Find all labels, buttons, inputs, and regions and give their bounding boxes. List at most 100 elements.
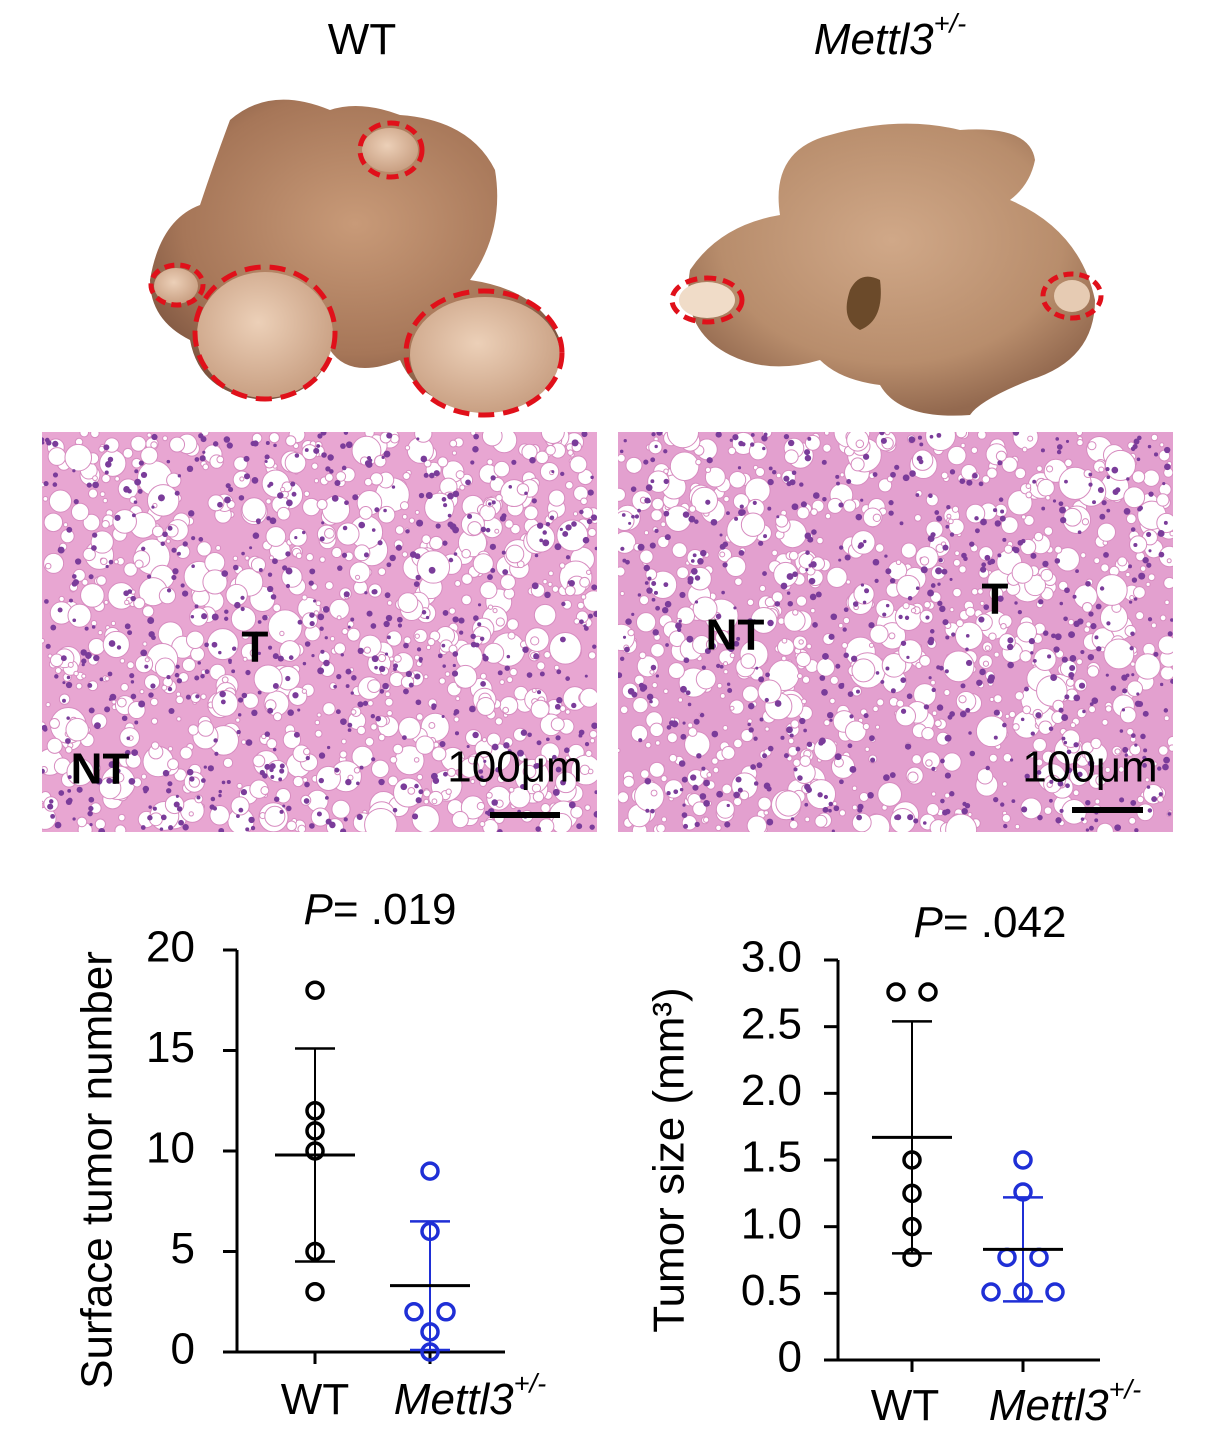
nucleus — [907, 595, 913, 601]
fat-vacuole — [580, 497, 588, 506]
fat-vacuole — [853, 583, 875, 605]
fat-vacuole — [265, 526, 287, 547]
fat-vacuole — [1147, 573, 1156, 582]
nucleus — [1136, 692, 1140, 696]
nucleus — [408, 682, 414, 688]
nucleus — [57, 607, 63, 613]
nucleus — [529, 456, 536, 464]
fat-vacuole — [649, 669, 655, 675]
fat-vacuole — [81, 578, 89, 586]
nucleus — [682, 721, 686, 725]
nucleus — [506, 654, 511, 659]
nucleus — [243, 455, 250, 462]
nucleus — [279, 809, 284, 814]
nucleus — [304, 641, 311, 647]
nucleus — [983, 604, 990, 610]
fat-vacuole — [187, 724, 199, 736]
fat-vacuole — [453, 664, 478, 689]
nucleus — [321, 521, 325, 525]
nucleus — [587, 489, 594, 496]
nucleus — [151, 635, 156, 641]
fat-vacuole — [1139, 565, 1147, 572]
fat-vacuole — [619, 590, 625, 597]
nucleus — [134, 478, 142, 486]
fat-vacuole — [303, 490, 311, 497]
nucleus — [1088, 825, 1094, 831]
nucleus — [137, 489, 143, 494]
nucleus — [370, 714, 376, 719]
nucleus — [1133, 438, 1140, 445]
nucleus — [936, 432, 942, 438]
nucleus — [377, 540, 383, 546]
fat-vacuole — [154, 657, 176, 679]
nucleus — [57, 546, 65, 554]
fat-vacuole — [150, 717, 159, 725]
nucleus — [365, 461, 373, 468]
nucleus — [1065, 783, 1070, 789]
fat-vacuole — [884, 432, 891, 436]
nucleus — [65, 798, 73, 805]
nucleus — [72, 579, 80, 586]
nucleus — [727, 688, 733, 693]
nucleus — [833, 805, 840, 812]
fat-vacuole — [649, 722, 664, 738]
nucleus — [116, 768, 121, 773]
x-tick-label: Mettl3+/- — [394, 1367, 546, 1423]
fat-vacuole — [846, 432, 870, 452]
fat-vacuole — [407, 786, 416, 795]
fat-vacuole — [230, 606, 257, 632]
fat-vacuole — [648, 761, 665, 778]
nucleus — [756, 762, 763, 769]
fat-vacuole — [302, 776, 309, 783]
nucleus — [925, 615, 930, 620]
fat-vacuole — [618, 623, 635, 652]
fat-vacuole — [796, 673, 803, 679]
nucleus — [1042, 560, 1049, 567]
nucleus — [282, 565, 288, 571]
fat-vacuole — [587, 527, 597, 538]
nucleus — [650, 808, 655, 814]
nucleus — [466, 744, 470, 749]
nucleus — [786, 591, 791, 595]
fat-vacuole — [162, 435, 168, 442]
nucleus — [594, 546, 597, 551]
nucleus — [126, 736, 131, 741]
nucleus — [383, 450, 391, 458]
nucleus — [86, 482, 92, 488]
nucleus — [568, 801, 576, 809]
fat-vacuole — [792, 609, 799, 616]
nucleus — [487, 574, 493, 580]
fat-vacuole — [787, 737, 795, 745]
fat-vacuole — [104, 675, 110, 682]
fat-vacuole — [1033, 531, 1044, 542]
fat-vacuole — [1157, 635, 1173, 655]
nucleus — [1069, 655, 1077, 662]
nucleus — [1024, 773, 1030, 779]
nucleus — [1147, 617, 1153, 622]
nucleus — [646, 499, 651, 504]
nucleus — [304, 781, 310, 788]
nucleus — [267, 585, 274, 593]
nucleus — [347, 728, 352, 732]
fat-vacuole — [1129, 595, 1135, 601]
fat-vacuole — [279, 630, 285, 637]
nucleus — [340, 443, 346, 449]
nucleus — [715, 613, 722, 620]
nucleus — [807, 436, 812, 441]
nucleus — [748, 727, 754, 733]
fat-vacuole — [144, 657, 150, 663]
nucleus — [927, 589, 935, 597]
fat-vacuole — [394, 525, 405, 535]
nucleus — [249, 546, 253, 550]
nucleus — [405, 670, 413, 678]
nucleus — [371, 528, 376, 532]
nucleus — [286, 499, 293, 507]
nucleus — [72, 817, 76, 821]
nucleus — [62, 698, 66, 703]
nucleus — [624, 646, 630, 653]
fat-vacuole — [931, 710, 938, 717]
fat-vacuole — [824, 512, 832, 520]
nucleus — [581, 432, 588, 438]
nucleus — [965, 634, 970, 638]
nucleus — [1080, 649, 1085, 655]
